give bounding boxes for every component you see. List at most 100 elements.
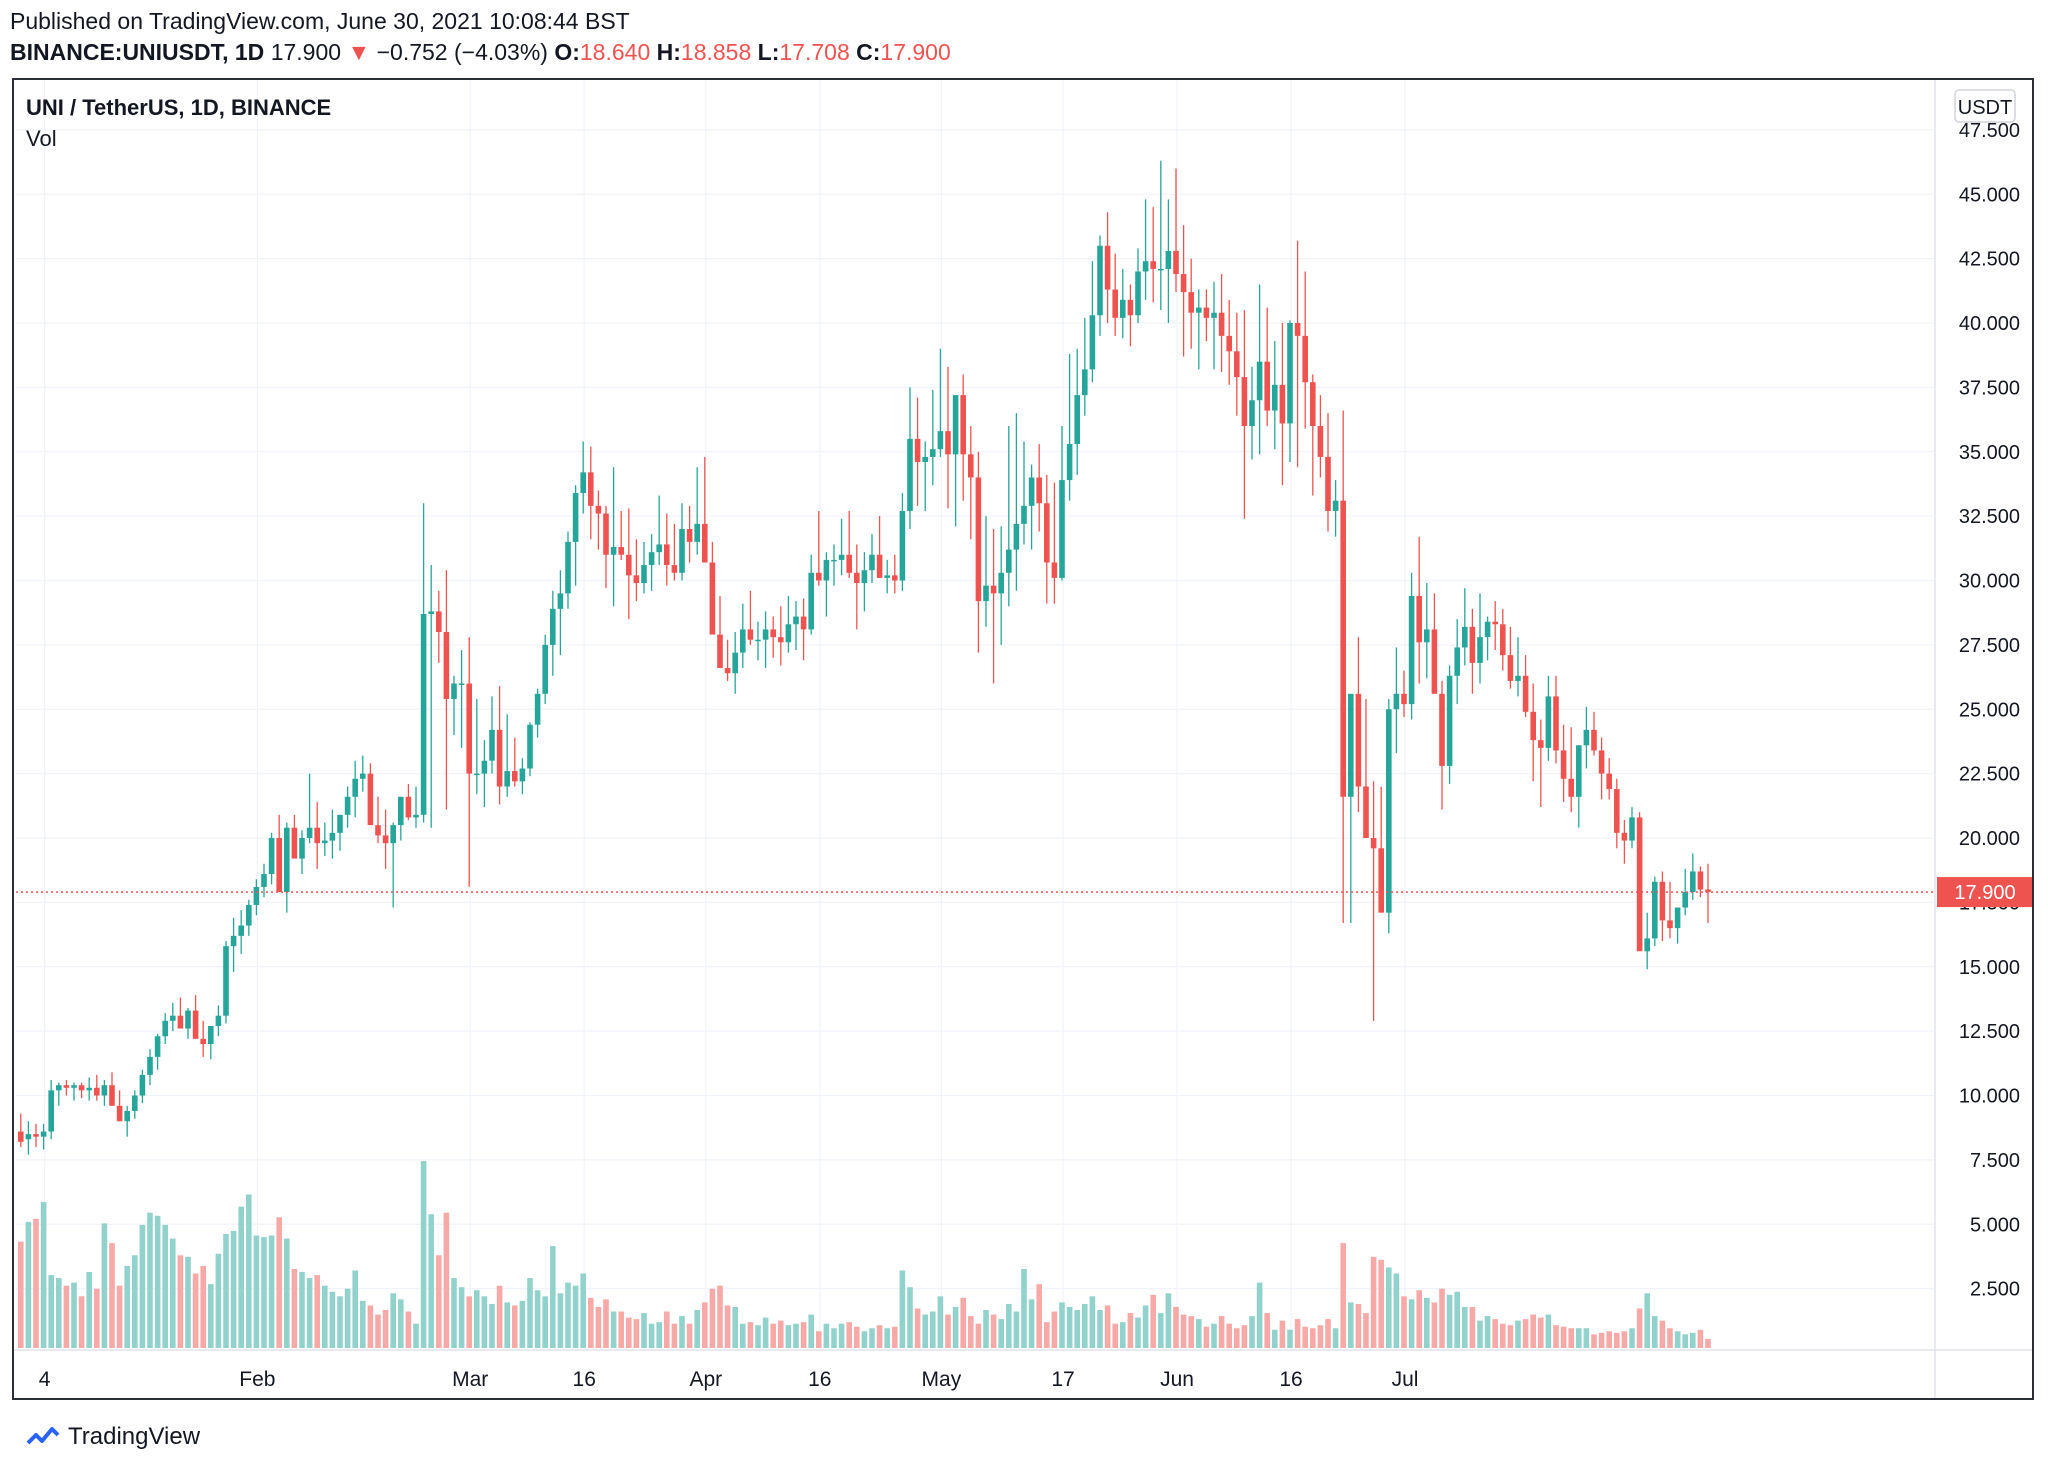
- volume-bar: [200, 1265, 206, 1348]
- volume-bar: [1363, 1313, 1369, 1348]
- volume-bar: [132, 1255, 138, 1348]
- volume-bar: [405, 1311, 412, 1348]
- candle-body: [1560, 750, 1567, 779]
- candle-body: [162, 1020, 168, 1037]
- time-tick-label: May: [922, 1368, 962, 1391]
- candle-body: [367, 773, 374, 826]
- volume-bar: [884, 1328, 890, 1348]
- candle-body: [1287, 323, 1293, 424]
- candle-body: [595, 505, 602, 514]
- volume-bar: [1598, 1332, 1605, 1348]
- candle-body: [1682, 892, 1688, 908]
- volume-bar: [1287, 1329, 1293, 1348]
- candle-body: [1515, 675, 1521, 681]
- candle-body: [1614, 789, 1620, 833]
- candle-body: [314, 827, 320, 844]
- candle-body: [1249, 400, 1255, 426]
- candle-body: [1522, 675, 1529, 712]
- candle-body: [694, 523, 700, 542]
- candle-body: [823, 559, 830, 581]
- volume-bar: [572, 1285, 579, 1348]
- candle-body: [1591, 729, 1597, 751]
- volume-bar: [1378, 1259, 1384, 1348]
- volume-bar: [778, 1320, 784, 1348]
- price-tick-label: 40.000: [1959, 313, 2020, 335]
- volume-bar: [1568, 1328, 1574, 1348]
- candle-body: [496, 729, 503, 787]
- volume-bar: [1674, 1331, 1681, 1348]
- symbol-line: BINANCE:UNIUSDT, 1D 17.900 ▼ −0.752 (−4.…: [10, 37, 951, 68]
- candle-body: [185, 1010, 191, 1029]
- candle-body: [1340, 500, 1346, 797]
- volume-bar: [177, 1255, 184, 1348]
- candle-body: [1264, 361, 1270, 411]
- volume-bar: [565, 1282, 571, 1348]
- candle-body: [1150, 261, 1156, 269]
- candle-body: [952, 395, 959, 455]
- volume-bar: [413, 1323, 419, 1348]
- volume-bar: [876, 1325, 883, 1348]
- candle-body: [686, 529, 693, 542]
- volume-bar: [1348, 1302, 1354, 1348]
- candle-body: [1294, 323, 1301, 336]
- candle-body: [1424, 629, 1430, 643]
- candle-body: [489, 729, 495, 761]
- candle-body: [1621, 832, 1628, 841]
- currency-button[interactable]: [1954, 89, 2016, 123]
- candle-body: [1652, 881, 1658, 939]
- volume-bar: [48, 1275, 54, 1348]
- volume-bar: [1583, 1328, 1590, 1348]
- high-label: H:: [656, 39, 681, 65]
- volume-bar: [740, 1323, 746, 1348]
- volume-bar: [557, 1293, 564, 1348]
- high-value: 18.858: [680, 39, 752, 65]
- candle-body: [1492, 621, 1498, 625]
- candle-body: [306, 827, 313, 838]
- candle-body: [960, 395, 966, 455]
- candle-body: [1697, 871, 1704, 890]
- price-tick-label: 42.500: [1959, 249, 2020, 271]
- price-tick-label: 32.500: [1959, 506, 2020, 528]
- candle-body: [1408, 595, 1415, 705]
- published-line: Published on TradingView.com, June 30, 2…: [10, 8, 630, 34]
- volume-bar: [71, 1282, 77, 1348]
- legend-volume: Vol: [26, 126, 57, 151]
- candle-body: [542, 644, 548, 694]
- price-tick-label: 22.500: [1959, 764, 2020, 786]
- close-label: C:: [856, 39, 881, 65]
- volume-bars: [18, 1161, 1711, 1348]
- candle-body: [861, 570, 868, 584]
- candle-body: [1226, 335, 1232, 352]
- candle-body: [1120, 299, 1126, 318]
- volume-bar: [1469, 1306, 1476, 1348]
- time-tick-label: 16: [573, 1368, 596, 1391]
- volume-bar: [1006, 1303, 1012, 1348]
- price-axis[interactable]: 47.500 45.000 42.500 40.000 37.500 35.000 32.5…: [1959, 120, 2020, 1301]
- candle-body: [785, 624, 792, 643]
- candle-body: [1332, 500, 1339, 511]
- volume-bar: [1462, 1306, 1468, 1348]
- volume-bar: [147, 1212, 153, 1348]
- volume-bar: [1066, 1306, 1073, 1348]
- volume-bar: [854, 1326, 860, 1348]
- candle-body: [1659, 881, 1666, 921]
- volume-bar: [162, 1224, 168, 1348]
- volume-bar: [1135, 1317, 1141, 1348]
- volume-bar: [1127, 1313, 1134, 1348]
- volume-bar: [1158, 1313, 1164, 1348]
- time-axis[interactable]: 4 Feb Mar 16 Apr 16 May 17 Jun 16 Jul: [39, 1368, 1419, 1391]
- volume-bar: [755, 1325, 761, 1348]
- volume-bar: [116, 1285, 123, 1348]
- down-arrow-icon: ▼: [347, 39, 371, 65]
- candle-body: [1553, 696, 1559, 751]
- volume-bar: [648, 1323, 655, 1348]
- candle-body: [565, 541, 571, 594]
- volume-bar: [1279, 1320, 1286, 1348]
- chart-header: Published on TradingView.com, June 30, 2…: [10, 6, 951, 68]
- candle-body: [1241, 377, 1248, 426]
- volume-bar: [170, 1238, 176, 1348]
- candle-body: [1317, 426, 1324, 457]
- open-value: 18.640: [579, 39, 651, 65]
- candle-body: [1401, 693, 1407, 705]
